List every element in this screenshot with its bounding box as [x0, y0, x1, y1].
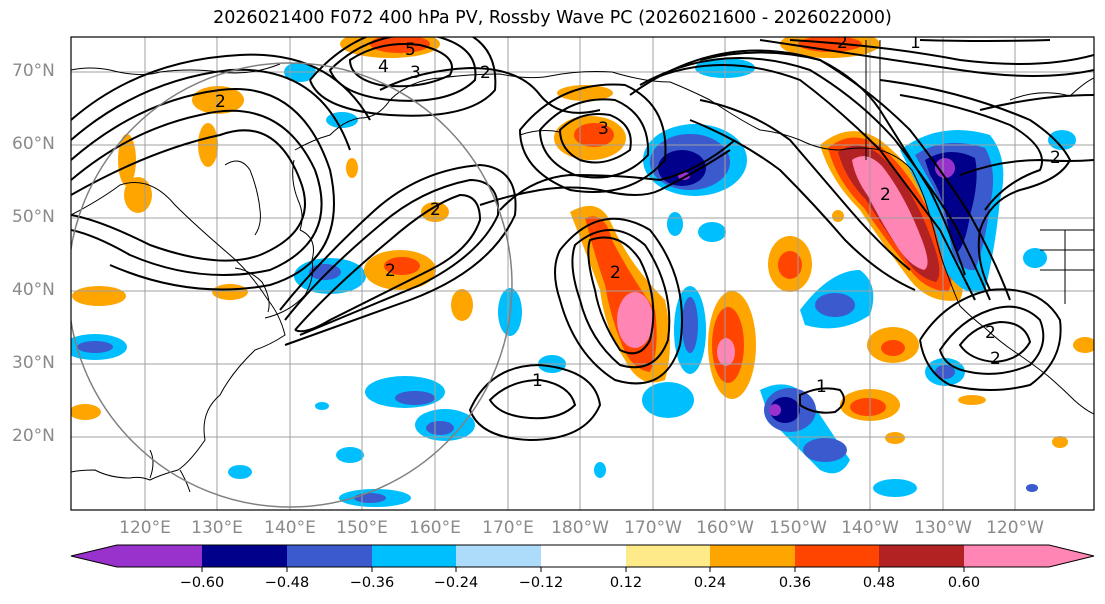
colorbar-label: 0.24 — [693, 575, 727, 591]
lon-label: 150°W — [769, 518, 827, 538]
colorbar-swatch — [710, 545, 795, 567]
contour-label: 2 — [1050, 148, 1061, 168]
colorbar-label: −0.60 — [179, 575, 225, 591]
lat-label: 70°N — [12, 61, 55, 81]
colorbar-swatch — [456, 545, 541, 567]
colorbar-label: −0.24 — [433, 575, 479, 591]
contour-label: 2 — [480, 63, 491, 83]
lon-label: 140°W — [841, 518, 899, 538]
lon-label: 180°W — [551, 518, 609, 538]
lon-label: 120°W — [986, 518, 1044, 538]
lon-label: 170°W — [624, 518, 682, 538]
colorbar-swatch — [879, 545, 964, 567]
contour-label: 3 — [410, 63, 421, 83]
contour-label: 5 — [405, 40, 416, 60]
lon-label: 170°E — [482, 518, 534, 538]
lat-label: 40°N — [12, 280, 55, 300]
lat-label: 30°N — [12, 353, 55, 373]
colorbar-swatch — [964, 545, 1049, 567]
colorbar-swatch — [541, 545, 626, 567]
colorbar-swatch — [1049, 545, 1094, 567]
pv-contours — [71, 37, 1094, 442]
pv-anomaly-shading — [71, 37, 1094, 507]
colorbar-label: −0.36 — [349, 575, 395, 591]
lon-label: 120°E — [119, 518, 171, 538]
contour-label: 1 — [910, 33, 921, 53]
lon-label: 140°E — [264, 518, 316, 538]
lon-label: 160°E — [409, 518, 461, 538]
contour-label: 2 — [430, 200, 441, 220]
colorbar-label: 0.60 — [947, 575, 981, 591]
colorbar-label: 0.36 — [778, 575, 812, 591]
lon-label: 130°E — [191, 518, 243, 538]
lat-label: 50°N — [12, 207, 55, 227]
colorbar-label: 0.12 — [609, 575, 643, 591]
contour-label: 2 — [880, 185, 891, 205]
contour-label: 2 — [385, 261, 396, 281]
lon-label: 150°E — [336, 518, 388, 538]
colorbar-swatch — [372, 545, 456, 567]
contour-label: 4 — [378, 57, 389, 77]
contour-label: 1 — [532, 371, 543, 391]
colorbar-swatch — [287, 545, 372, 567]
colorbar-label: −0.12 — [518, 575, 564, 591]
lon-label: 160°W — [696, 518, 754, 538]
contour-label: 2 — [215, 92, 226, 112]
colorbar-swatch — [71, 545, 117, 567]
lat-label: 60°N — [12, 134, 55, 154]
contour-label: 2 — [610, 263, 621, 283]
contour-label: 1 — [816, 377, 827, 397]
contour-labels: 5 4 3 2 2 2 3 2 2 2 2 2 1 1 1 2 2 — [215, 33, 1061, 397]
contour-label: 3 — [598, 119, 609, 139]
contour-label: 2 — [985, 323, 996, 343]
lat-label: 20°N — [12, 426, 55, 446]
colorbar-label: −0.48 — [264, 575, 310, 591]
map-plot-area: 5 4 3 2 2 2 3 2 2 2 2 2 1 1 1 2 2 — [71, 33, 1094, 510]
colorbar-swatch — [117, 545, 202, 567]
contour-label: 2 — [837, 33, 848, 53]
lon-label: 130°W — [914, 518, 972, 538]
colorbar-swatch — [795, 545, 879, 567]
colorbar-label: 0.48 — [862, 575, 896, 591]
map-frame — [70, 36, 1095, 511]
colorbar-swatch — [626, 545, 710, 567]
colorbar-swatch — [202, 545, 287, 567]
contour-label: 2 — [990, 349, 1001, 369]
radius-circle — [71, 62, 513, 508]
map-title: 2026021400 F072 400 hPa PV, Rossby Wave … — [213, 8, 892, 28]
colorbar — [70, 544, 1095, 572]
